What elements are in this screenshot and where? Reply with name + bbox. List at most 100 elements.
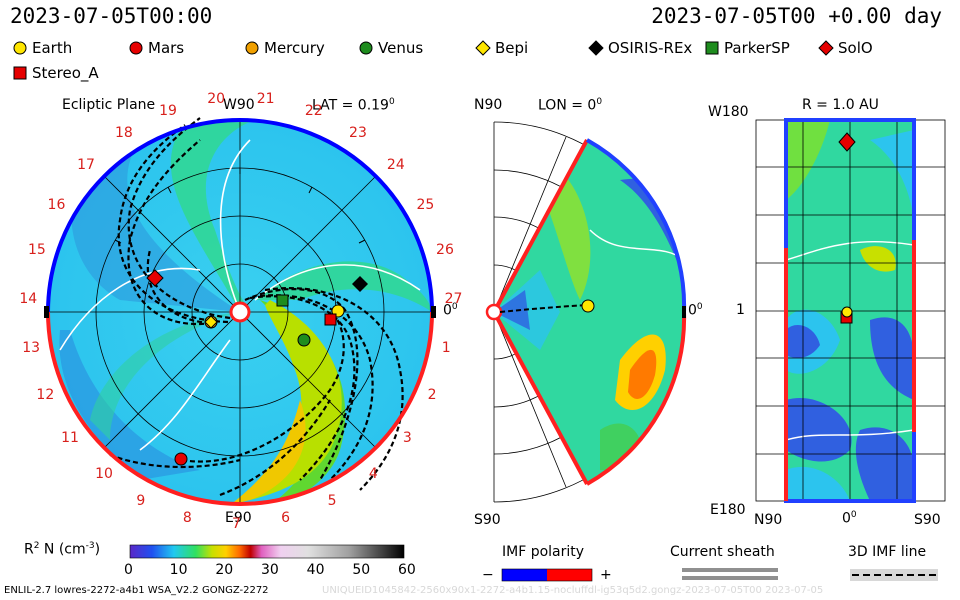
legend-label: Mars [148,39,185,57]
footer-run-id: UNIQUEID1045842-2560x90x1-2272-a4b1.15-n… [322,585,824,596]
venus-marker [297,333,311,347]
current-sheath-swatch [682,568,778,580]
colorbar-tick: 20 [215,562,234,578]
circle-marker-icon [359,41,373,55]
carrington-tick: 2 [427,387,437,404]
carrington-tick: 23 [349,125,367,142]
colorbar-tick: 50 [352,562,371,578]
legend-item-osiris-rex: OSIRIS-REx [588,39,692,57]
diamond-marker-icon [818,40,834,56]
stereo-a-marker [324,313,337,326]
square-marker-icon [705,41,719,55]
carrington-tick: 20 [207,91,226,108]
carrington-tick: 15 [27,241,46,258]
radial-title: R = 1.0 AU [802,97,879,113]
colorbar-tick: 40 [306,562,325,578]
relative-time: 2023-07-05T00 +0.00 day [651,4,942,28]
timestamp: 2023-07-05T00:00 [10,4,213,28]
carrington-tick: 10 [95,466,113,483]
radial-map-plot [755,118,946,503]
legend-label: Mercury [264,39,325,57]
legend-item-mercury: Mercury [244,39,325,57]
carrington-tick: 19 [159,102,177,119]
legend-item-venus: Venus [358,39,423,57]
legend-item-stereo-a: Stereo_A [12,64,99,82]
carrington-tick: 11 [61,430,79,447]
carrington-tick: 7 [232,516,241,532]
imf-line-title: 3D IMF line [848,544,927,560]
bepi-marker [204,315,218,329]
imf-minus-label: − [482,567,494,583]
carrington-tick: 3 [402,430,412,447]
legend-item-solo: SolO [818,39,873,57]
imf-polarity-title: IMF polarity [502,544,585,560]
solo-marker-radial [838,132,856,152]
longitude-label: LON = 00 [538,97,603,114]
carrington-tick: 24 [386,156,405,173]
legend-label: Earth [32,39,73,57]
legend-label: OSIRIS-REx [608,39,693,57]
carrington-tick: 4 [368,466,378,483]
carrington-tick: 26 [436,241,454,258]
meridional-zero-label: 00 [688,302,703,319]
radial-mid-label: 1 [736,302,745,318]
e90-label: E90 [225,510,252,526]
legend-item-mars: Mars [128,39,184,57]
radial-x-zero: 00 [842,510,857,527]
w90-label: W90 [223,97,255,113]
footer-model-info: ENLIL-2.7 lowres-2272-a4b1 WSA_V2.2 GONG… [4,585,269,596]
colorbar-tick: 10 [169,562,188,578]
ecliptic-title: Ecliptic Plane [62,97,156,113]
carrington-tick: 16 [47,196,66,213]
parkersp-marker [276,294,289,307]
imf-line-swatch [850,569,938,581]
e180-label: E180 [710,502,746,518]
w180-label: W180 [708,104,749,120]
carrington-tick: 12 [36,387,55,404]
carrington-tick: 18 [114,125,133,142]
solo-marker [146,269,164,287]
carrington-tick: 5 [327,493,337,510]
radial-x-n90: N90 [754,512,783,528]
legend-label: ParkerSP [724,39,790,57]
carrington-tick: 17 [77,156,95,173]
legend-item-earth: Earth [12,39,72,57]
carrington-tick: 13 [22,339,41,356]
legend-item-parkersp: ParkerSP [704,39,790,57]
carrington-tick: 9 [136,493,146,510]
carrington-tick: 22 [304,102,323,119]
carrington-tick: 1 [441,339,451,356]
colorbar-tick: 30 [261,562,279,578]
density-colorbar [129,544,405,559]
legend-label: Bepi [495,39,529,57]
legend-label: SolO [838,39,873,57]
imf-plus-label: + [600,567,612,583]
carrington-tick: 6 [281,510,291,527]
meridional-plane-plot [485,121,687,503]
mars-marker [174,452,188,466]
carrington-tick: 25 [416,196,435,213]
carrington-tick: 27 [444,290,463,307]
radial-x-s90: S90 [914,512,941,528]
carrington-tick: 14 [19,290,38,307]
colorbar-label: R2 N (cm-3) [24,541,101,558]
ecliptic-zero-label: 00 [443,302,458,319]
carrington-tick: 21 [256,91,275,108]
imf-polarity-bar [501,568,593,582]
colorbar-tick: 60 [398,562,416,578]
ecliptic-plane-plot [44,117,436,506]
circle-marker-icon [245,41,259,55]
earth-marker-meridional [581,299,595,313]
legend-label: Stereo_A [32,64,99,82]
latitude-label: LAT = 0.190 [312,97,395,114]
n90-label: N90 [474,97,503,113]
osiris-rex-marker [352,276,368,292]
diamond-marker-icon [475,40,491,56]
legend-item-bepi: Bepi [475,39,528,57]
carrington-tick: 8 [182,510,192,527]
square-marker-icon [13,66,27,80]
circle-marker-icon [129,41,143,55]
colorbar-tick: 0 [124,562,133,578]
circle-marker-icon [13,41,27,55]
